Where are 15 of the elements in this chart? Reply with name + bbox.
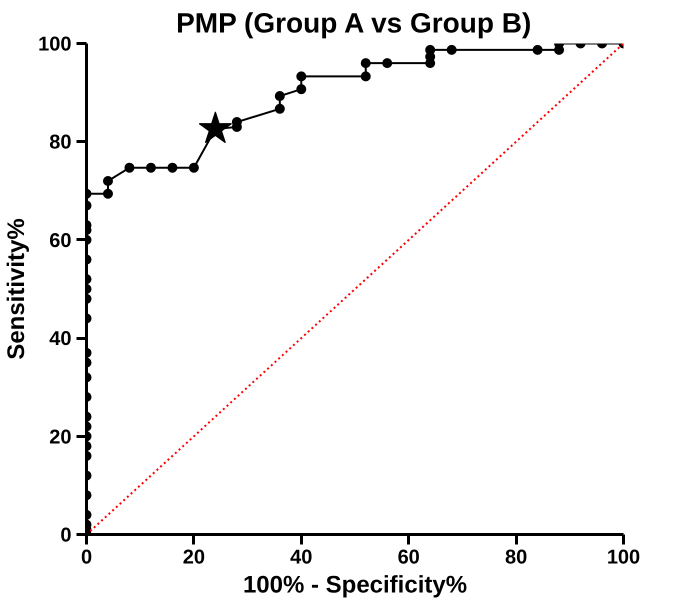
x-tick-label: 40 bbox=[290, 546, 312, 568]
y-tick-label: 0 bbox=[60, 524, 72, 546]
chart-title: PMP (Group A vs Group B) bbox=[176, 8, 532, 38]
y-tick-label: 40 bbox=[49, 328, 72, 350]
y-axis-title: Sensitivity% bbox=[3, 218, 30, 360]
y-tick-label: 60 bbox=[49, 230, 72, 252]
x-tick-label: 80 bbox=[504, 546, 528, 568]
y-tick-label: 80 bbox=[49, 132, 72, 154]
x-tick-label: 0 bbox=[80, 546, 92, 568]
x-axis-title: 100% - Specificity% bbox=[242, 572, 468, 598]
x-tick-label: 60 bbox=[398, 546, 420, 568]
x-tick-label: 20 bbox=[182, 546, 206, 568]
y-tick-label: 100 bbox=[38, 34, 72, 56]
x-tick-label: 100 bbox=[606, 546, 640, 568]
y-tick-label: 20 bbox=[49, 426, 72, 448]
